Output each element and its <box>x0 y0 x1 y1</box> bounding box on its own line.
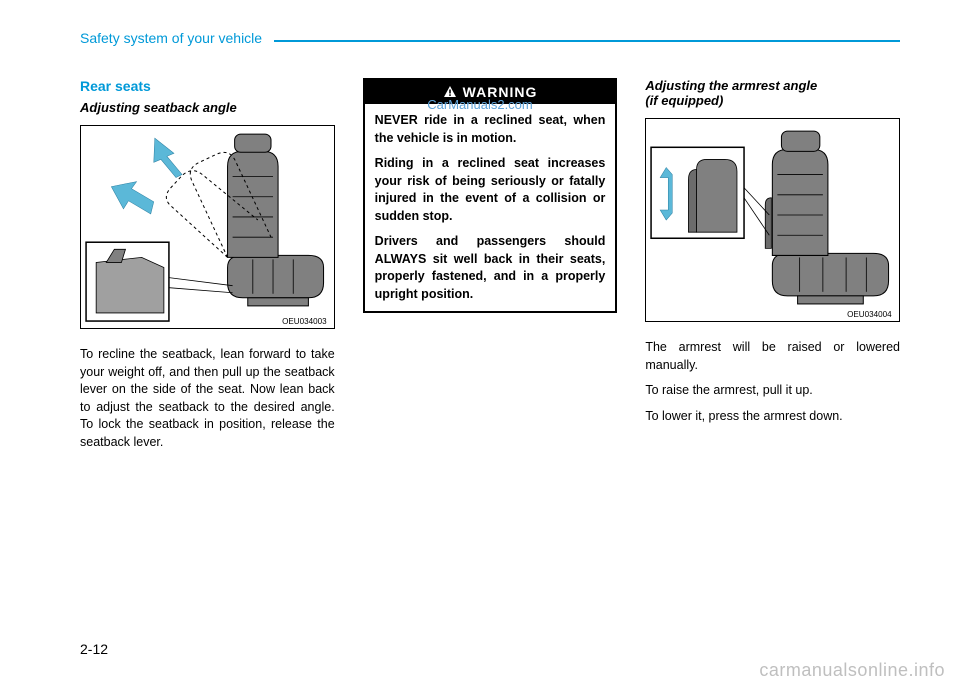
subheading-armrest: Adjusting the armrest angle (if equipped… <box>645 78 900 108</box>
figure-armrest: OEU034004 <box>645 118 900 322</box>
warning-p2: Riding in a reclined seat increases your… <box>375 155 606 225</box>
watermark-top: CarManuals2.com <box>427 97 533 112</box>
subheading-seatback: Adjusting seatback angle <box>80 100 335 115</box>
subheading-armrest-l1: Adjusting the armrest angle <box>645 78 817 93</box>
figure-code: OEU034003 <box>282 317 327 326</box>
column-1: Rear seats Adjusting seatback angle <box>80 78 335 459</box>
content-columns: Rear seats Adjusting seatback angle <box>80 78 900 459</box>
body-armrest-1: The armrest will be raised or lowered ma… <box>645 339 900 374</box>
body-armrest-3: To lower it, press the armrest down. <box>645 408 900 426</box>
body-armrest-2: To raise the armrest, pull it up. <box>645 382 900 400</box>
warning-p1: NEVER ride in a reclined seat, when the … <box>375 112 606 147</box>
subheading-armrest-l2: (if equipped) <box>645 93 723 108</box>
warning-body: NEVER ride in a reclined seat, when the … <box>365 104 616 311</box>
figure-seatback-angle: OEU034003 <box>80 125 335 329</box>
chapter-title: Safety system of your vehicle <box>80 30 262 46</box>
page-header: Safety system of your vehicle <box>80 30 900 46</box>
body-seatback: To recline the seatback, lean forward to… <box>80 346 335 451</box>
column-3: Adjusting the armrest angle (if equipped… <box>645 78 900 459</box>
watermark-bottom: carmanualsonline.info <box>759 660 945 681</box>
figure-code: OEU034004 <box>847 310 892 319</box>
manual-page: Safety system of your vehicle CarManuals… <box>0 0 960 689</box>
warning-box: WARNING NEVER ride in a reclined seat, w… <box>363 78 618 313</box>
warning-p3: Drivers and passengers should ALWAYS sit… <box>375 233 606 303</box>
header-rule <box>274 40 900 42</box>
section-heading: Rear seats <box>80 78 335 94</box>
column-2: WARNING NEVER ride in a reclined seat, w… <box>363 78 618 459</box>
page-number: 2-12 <box>80 641 108 657</box>
